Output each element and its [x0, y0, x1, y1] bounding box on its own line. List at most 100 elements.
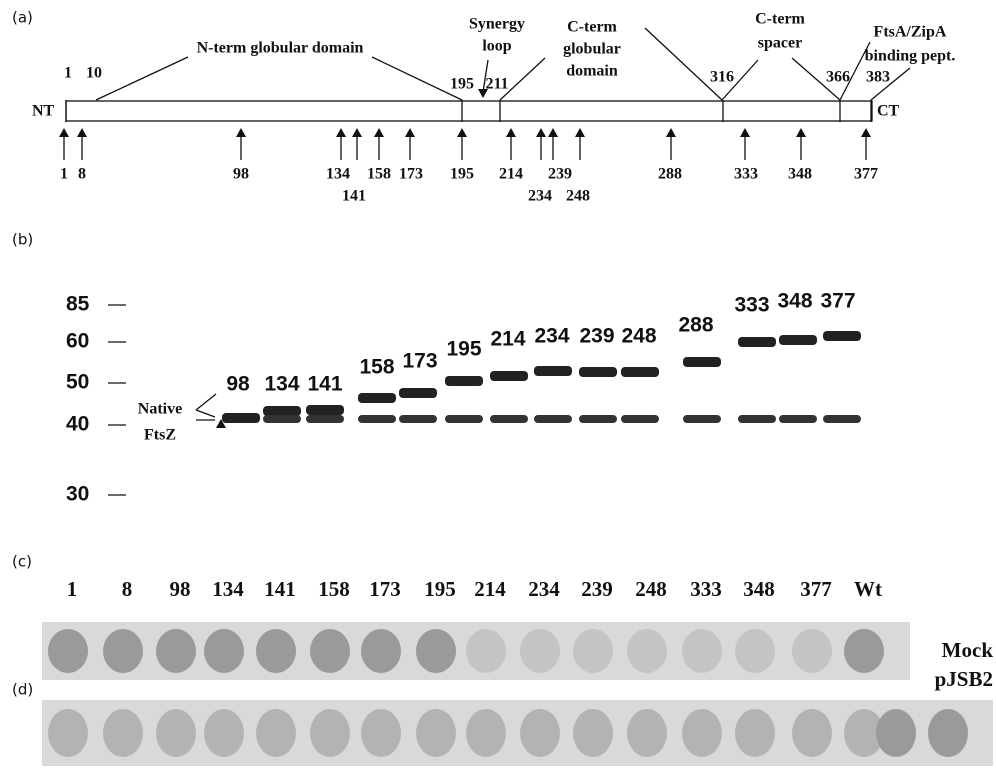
spot	[361, 709, 401, 757]
band	[490, 371, 528, 381]
lane-label: 234	[534, 325, 569, 348]
lane-label: 214	[474, 577, 506, 601]
insertion-label: 8	[78, 166, 86, 183]
lane-label: 173	[402, 350, 437, 373]
native-label: FtsZ	[144, 427, 176, 444]
spot	[256, 709, 296, 757]
band	[534, 366, 572, 376]
band	[358, 415, 396, 423]
insertion-label: 239	[548, 166, 572, 183]
spot	[682, 709, 722, 757]
insertion-label: 141	[342, 188, 366, 205]
domain-label: loop	[482, 38, 511, 55]
domain-label: binding pept.	[865, 48, 956, 65]
lane-label: 348	[743, 577, 775, 601]
lane-label: 158	[318, 577, 350, 601]
band	[738, 337, 776, 347]
band	[263, 406, 301, 416]
lane-label: 214	[490, 328, 525, 351]
insertion-label: 288	[658, 166, 682, 183]
figure: (a)(b)(c)(d)NTCT110195211316366383N-term…	[0, 0, 996, 783]
lane-label: 158	[359, 356, 394, 379]
spot	[520, 709, 560, 757]
end-label: CT	[877, 103, 900, 120]
domain-label: FtsA/ZipA	[874, 24, 947, 41]
spot	[844, 629, 884, 673]
spot	[792, 709, 832, 757]
insertion-label: 377	[854, 166, 878, 183]
insertion-label: 158	[367, 166, 391, 183]
lane-label: 1	[67, 577, 78, 601]
lane-label: 141	[264, 577, 296, 601]
spot	[735, 709, 775, 757]
spot	[361, 629, 401, 673]
lane-label: 141	[307, 373, 342, 396]
band	[779, 335, 817, 345]
spot	[103, 709, 143, 757]
lane-label: 377	[800, 577, 832, 601]
band	[306, 415, 344, 423]
end-label: NT	[32, 103, 55, 120]
spot	[416, 709, 456, 757]
spot	[627, 629, 667, 673]
lane-label: 195	[446, 338, 481, 361]
domain-label: spacer	[758, 35, 802, 52]
band	[621, 415, 659, 423]
band	[779, 415, 817, 423]
spot	[735, 629, 775, 673]
spot	[792, 629, 832, 673]
spot	[103, 629, 143, 673]
insertion-label: 333	[734, 166, 758, 183]
spot	[156, 709, 196, 757]
band	[579, 367, 617, 377]
lane-label: 195	[424, 577, 456, 601]
band	[306, 405, 344, 415]
insertion-label: 173	[399, 166, 423, 183]
boundary-label: 10	[86, 65, 102, 82]
lane-label: 248	[621, 325, 656, 348]
domain-label: Synergy	[469, 16, 525, 33]
band	[683, 415, 721, 423]
control-label: pJSB2	[935, 667, 993, 691]
lane-label: 377	[820, 290, 855, 313]
lane-label: 333	[690, 577, 722, 601]
panel-label: (c)	[12, 553, 32, 571]
spot	[573, 629, 613, 673]
domain-label: globular	[563, 41, 621, 58]
spot	[310, 629, 350, 673]
lane-label: 288	[678, 314, 713, 337]
control-label: Mock	[942, 638, 994, 662]
band	[445, 415, 483, 423]
ladder-label: 50	[66, 371, 89, 394]
lane-label: 333	[734, 294, 769, 317]
lane-label: 239	[581, 577, 613, 601]
native-label: Native	[138, 401, 182, 418]
panel-label: (d)	[12, 681, 33, 699]
spot	[48, 629, 88, 673]
band	[445, 376, 483, 386]
spot	[310, 709, 350, 757]
band	[490, 415, 528, 423]
domain-label: domain	[566, 63, 618, 80]
insertion-label: 248	[566, 188, 590, 205]
band	[823, 331, 861, 341]
band	[399, 388, 437, 398]
lane-label: 134	[212, 577, 244, 601]
boundary-label: 1	[64, 65, 72, 82]
spot	[520, 629, 560, 673]
boundary-label: 316	[710, 69, 734, 86]
lane-label: 98	[170, 577, 191, 601]
band	[222, 413, 260, 423]
panel-label: (a)	[12, 9, 33, 27]
lane-label: 173	[369, 577, 401, 601]
band	[738, 415, 776, 423]
boundary-label: 366	[826, 69, 850, 86]
boundary-label: 211	[485, 76, 508, 93]
insertion-label: 98	[233, 166, 249, 183]
insertion-label: 348	[788, 166, 812, 183]
insertion-label: 1	[60, 166, 68, 183]
spot	[466, 629, 506, 673]
band	[683, 357, 721, 367]
lane-label: 134	[264, 373, 299, 396]
insertion-label: 195	[450, 166, 474, 183]
